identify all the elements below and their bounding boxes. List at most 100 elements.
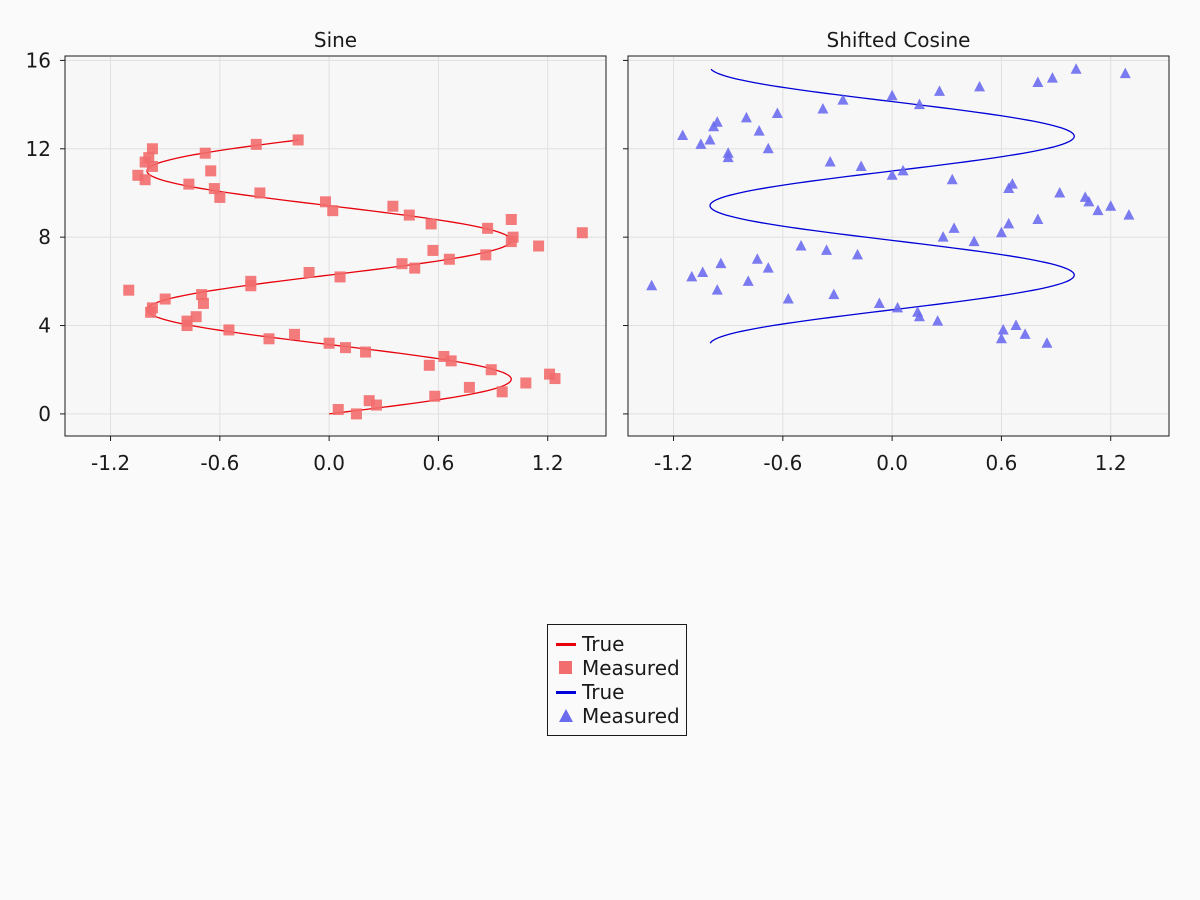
data-point-square [292, 134, 304, 146]
data-point-square [214, 191, 226, 203]
chart-title: Shifted Cosine [827, 28, 971, 52]
data-point-triangle [677, 129, 689, 141]
data-point-triangle [753, 125, 765, 136]
data-point-square [409, 262, 421, 274]
data-point-square [438, 350, 450, 362]
legend-line-red-icon [556, 634, 576, 654]
data-point-triangle [1079, 191, 1091, 202]
data-point-triangle [873, 297, 885, 308]
data-point-square [143, 152, 155, 164]
legend-entry-true-red: True [556, 632, 624, 656]
data-point-square [208, 183, 220, 195]
data-point-triangle [742, 275, 754, 286]
data-point-triangle [855, 160, 867, 171]
x-tick-label: -1.2 [91, 451, 130, 475]
data-point-triangle [892, 301, 904, 313]
data-point-square [197, 297, 209, 309]
data-point-triangle [1046, 72, 1058, 83]
data-point-triangle [852, 248, 864, 260]
data-point-square [370, 399, 382, 411]
y-tick-label: 4 [38, 314, 51, 338]
series-line-true [709, 68, 1075, 344]
data-point-square [520, 377, 532, 389]
data-point-square [323, 337, 335, 349]
plot-frame [627, 55, 1170, 437]
data-point-triangle [646, 279, 658, 291]
x-tick-label: 0.6 [423, 451, 455, 475]
data-point-square [245, 275, 257, 287]
y-tick-label: 8 [38, 225, 51, 249]
data-point-square [496, 386, 508, 398]
data-point-triangle [722, 147, 734, 158]
data-point-square [576, 227, 588, 239]
data-point-triangle [932, 315, 944, 326]
data-point-square [254, 187, 266, 199]
data-point-square [350, 408, 362, 420]
data-point-square [327, 205, 339, 217]
data-point-triangle [837, 94, 849, 105]
legend-line-blue-icon [556, 682, 576, 702]
legend-label: True [582, 632, 625, 656]
chart-title: Sine [314, 28, 357, 52]
data-point-triangle [995, 226, 1007, 238]
data-point-triangle [828, 288, 840, 300]
legend-label: Measured [582, 704, 680, 728]
data-point-square [505, 213, 517, 225]
x-tick-label: 1.2 [532, 451, 564, 475]
data-point-square [387, 200, 399, 212]
data-point-triangle [1041, 337, 1053, 348]
data-point-square [303, 267, 315, 279]
legend-square-marker-icon [556, 658, 576, 678]
data-point-triangle [795, 240, 807, 251]
x-tick-label: -1.2 [654, 451, 693, 475]
x-tick-label: 0.0 [876, 451, 908, 475]
data-point-triangle [697, 266, 709, 278]
data-point-triangle [946, 173, 958, 185]
data-point-square [429, 390, 441, 402]
data-point-square [334, 271, 346, 283]
legend-entry-measured-red: Measured [556, 656, 680, 680]
data-point-square [263, 333, 275, 345]
data-point-square [427, 244, 439, 256]
data-point-triangle [1070, 63, 1082, 74]
data-point-square [463, 381, 475, 393]
data-point-triangle [886, 89, 898, 101]
legend-triangle-marker-icon [556, 706, 576, 726]
data-point-square [340, 342, 352, 354]
data-point-square [482, 222, 494, 234]
legend: True Measured True Measured [547, 624, 687, 736]
data-point-triangle [1105, 200, 1117, 211]
data-point-triangle [695, 138, 707, 149]
data-point-square [480, 249, 492, 261]
data-point-triangle [997, 323, 1009, 335]
data-point-triangle [912, 306, 924, 317]
panel-shifted-cosine: -1.2 -0.6 0.0 0.6 1.2 Shifted Cosine [623, 28, 1170, 475]
legend-label: Measured [582, 656, 680, 680]
data-point-square [544, 368, 556, 380]
data-point-square [205, 165, 217, 177]
data-point-square [123, 284, 135, 296]
data-point-square [403, 209, 415, 221]
data-point-square [190, 311, 202, 323]
data-point-square [507, 231, 519, 243]
data-point-square [443, 253, 455, 265]
data-point-triangle [897, 164, 909, 176]
data-point-square [289, 328, 301, 340]
legend-entry-true-blue: True [556, 680, 624, 704]
data-point-square [533, 240, 545, 252]
data-point-square [146, 143, 158, 155]
data-point-square [196, 289, 208, 301]
data-point-triangle [1003, 217, 1015, 229]
y-tick-label: 16 [26, 48, 51, 72]
data-point-square [139, 174, 151, 186]
data-point-square [159, 293, 171, 305]
plot-frame [64, 55, 607, 437]
data-point-triangle [1119, 67, 1131, 79]
data-point-square [445, 355, 457, 367]
data-point-triangle [1006, 178, 1018, 189]
data-point-square [319, 196, 331, 208]
data-point-square [360, 346, 372, 358]
x-tick-label: 1.2 [1095, 451, 1127, 475]
data-point-square [485, 364, 497, 376]
